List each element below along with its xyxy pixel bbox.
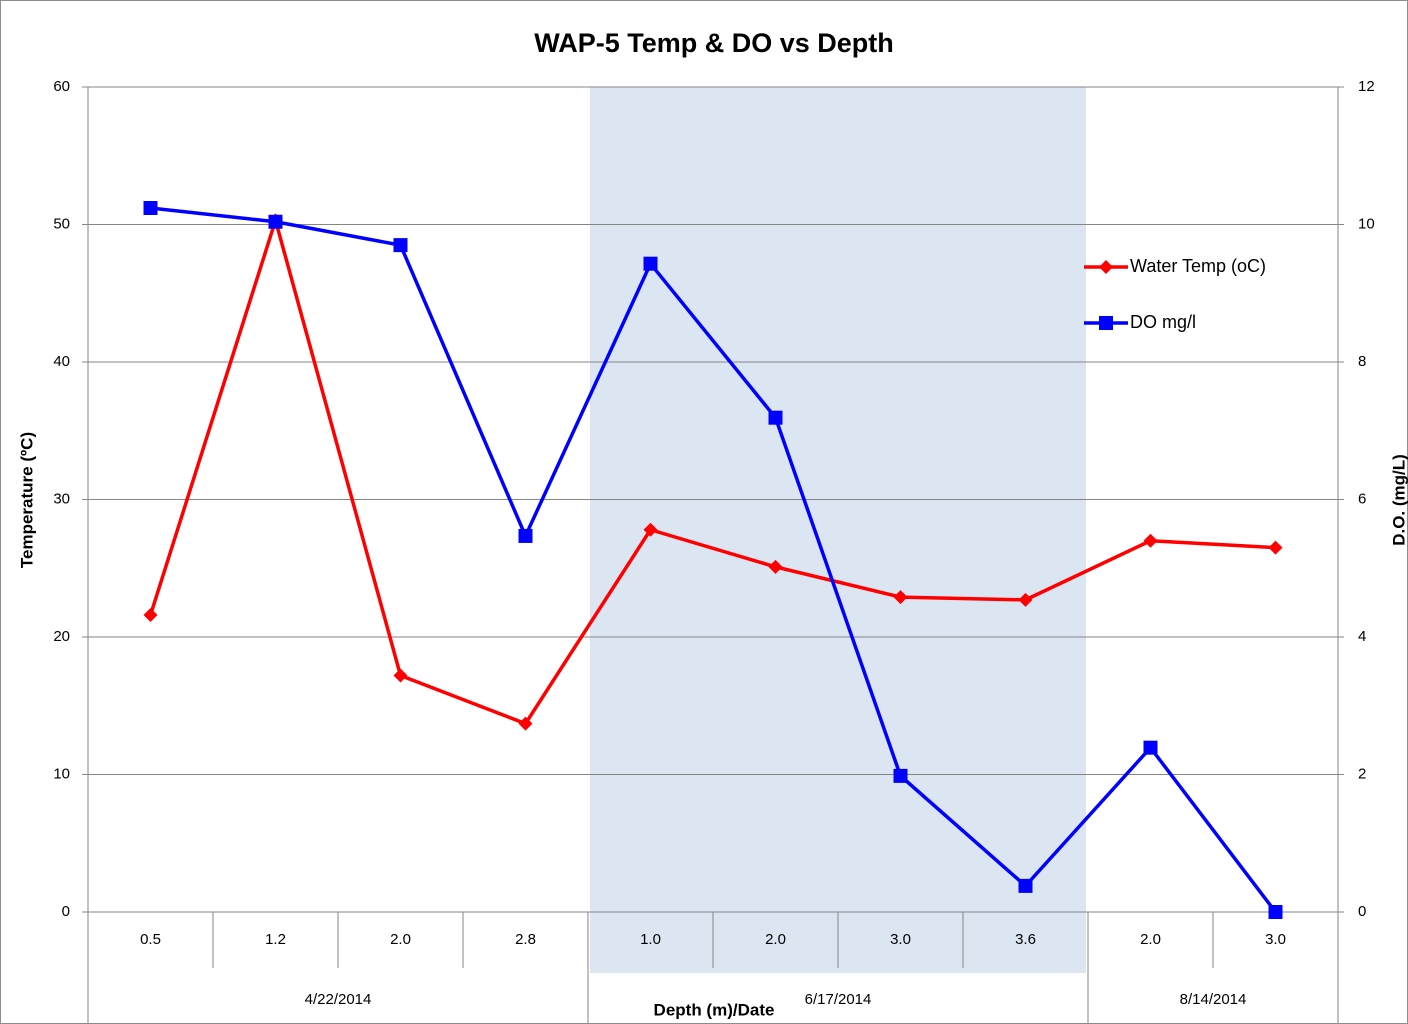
data-point bbox=[143, 201, 158, 215]
y2-tick-label: 0 bbox=[1358, 903, 1366, 920]
data-point bbox=[1143, 740, 1158, 755]
x-tick-label: 3.6 bbox=[1015, 931, 1036, 948]
y2-tick-label: 2 bbox=[1358, 765, 1366, 782]
x-tick-label: 0.5 bbox=[140, 931, 161, 948]
y2-tick-label: 6 bbox=[1358, 490, 1366, 507]
x-tick-label: 2.8 bbox=[515, 931, 536, 948]
y-tick-label: 40 bbox=[53, 353, 70, 370]
chart-title: WAP-5 Temp & DO vs Depth bbox=[534, 28, 894, 58]
legend-label: DO mg/l bbox=[1130, 312, 1196, 332]
x-tick-label: 2.0 bbox=[1140, 931, 1161, 948]
group-label: 6/17/2014 bbox=[805, 991, 872, 1008]
x-tick-label: 1.0 bbox=[640, 931, 661, 948]
series-line bbox=[148, 218, 1276, 726]
data-point bbox=[1018, 592, 1033, 607]
y-axis-title: Temperature (ºC) bbox=[17, 432, 36, 568]
data-point bbox=[1268, 905, 1283, 919]
data-point bbox=[643, 256, 658, 271]
data-point bbox=[143, 608, 158, 622]
shaded-region bbox=[590, 87, 1086, 973]
y-tick-label: 20 bbox=[53, 628, 70, 645]
y2-tick-label: 10 bbox=[1358, 215, 1375, 232]
y2-tick-label: 4 bbox=[1358, 628, 1366, 645]
data-point bbox=[268, 214, 283, 229]
y-tick-label: 30 bbox=[53, 490, 70, 507]
y-tick-label: 50 bbox=[53, 215, 70, 232]
data-point bbox=[393, 238, 408, 253]
background-layer bbox=[590, 87, 1086, 973]
data-point bbox=[1143, 533, 1158, 548]
data-point bbox=[518, 528, 533, 543]
group-label: 8/14/2014 bbox=[1180, 991, 1247, 1008]
data-point bbox=[893, 768, 908, 783]
data-point bbox=[393, 668, 408, 683]
group-label: 4/22/2014 bbox=[305, 991, 372, 1008]
data-point bbox=[893, 590, 908, 605]
data-point bbox=[768, 410, 783, 425]
data-point bbox=[1268, 540, 1283, 555]
legend-marker bbox=[1099, 316, 1113, 330]
data-point bbox=[643, 522, 658, 537]
x-tick-label: 2.0 bbox=[765, 931, 786, 948]
y2-axis-title: D.O. (mg/L) bbox=[1389, 454, 1408, 546]
x-tick-label: 3.0 bbox=[1265, 931, 1286, 948]
x-tick-label: 2.0 bbox=[390, 931, 411, 948]
x-tick-label: 1.2 bbox=[265, 931, 286, 948]
y2-tick-label: 12 bbox=[1358, 78, 1375, 95]
series-line bbox=[150, 206, 1277, 914]
y2-tick-label: 8 bbox=[1358, 353, 1366, 370]
data-point bbox=[768, 559, 783, 574]
y-tick-label: 60 bbox=[53, 78, 70, 95]
data-point bbox=[518, 716, 533, 731]
y-tick-label: 0 bbox=[62, 903, 70, 920]
data-point bbox=[1018, 878, 1033, 893]
x-tick-label: 3.0 bbox=[890, 931, 911, 948]
x-axis-title: Depth (m)/Date bbox=[654, 1000, 775, 1019]
legend-label: Water Temp (oC) bbox=[1130, 256, 1266, 276]
legend-marker bbox=[1099, 260, 1113, 274]
y-tick-label: 10 bbox=[53, 765, 70, 782]
